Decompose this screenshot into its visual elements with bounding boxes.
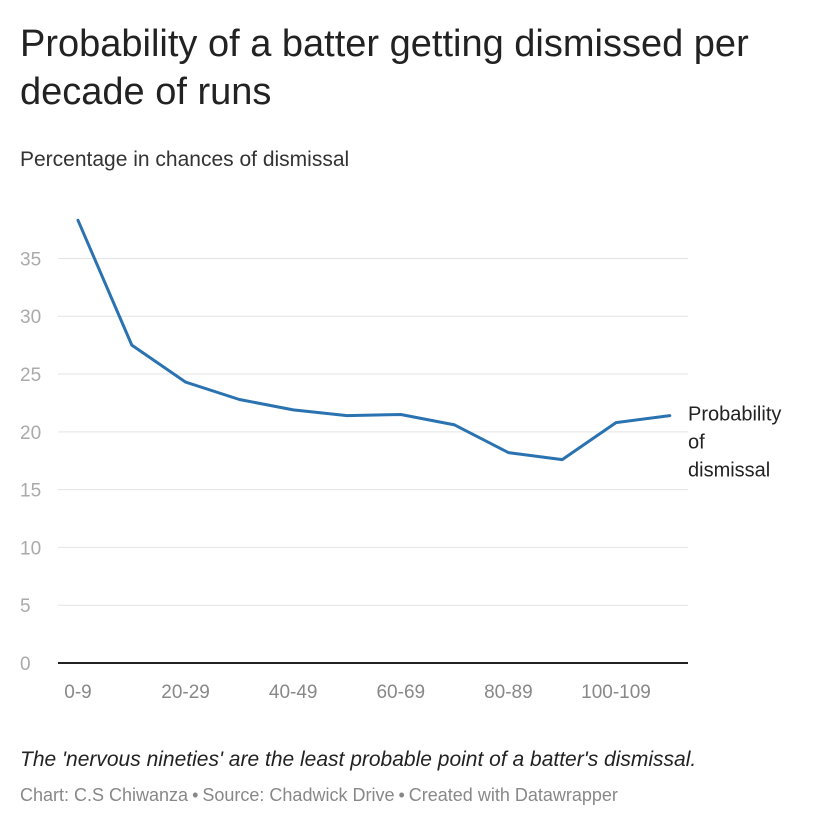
created-with-link[interactable]: Created with Datawrapper <box>408 785 618 805</box>
y-tick-label: 15 <box>20 481 41 502</box>
y-tick-label: 10 <box>20 538 41 559</box>
chart-subtitle: Percentage in chances of dismissal <box>20 148 350 171</box>
y-axis-ticks: 0 5 10 15 20 25 30 35 <box>20 249 41 675</box>
y-tick-label: 20 <box>20 423 41 444</box>
y-tick-label: 25 <box>20 365 41 386</box>
chart-notes: The 'nervous nineties' are the least pro… <box>20 748 697 771</box>
x-tick-label: 0-9 <box>64 682 91 703</box>
line-chart: 0 5 10 15 20 25 30 35 0-9 20-29 40-49 60-69 80-89 10… <box>20 218 781 703</box>
x-tick-label: 20-29 <box>161 682 210 703</box>
byline-separator: • <box>192 785 199 805</box>
x-tick-label: 100-109 <box>581 682 651 703</box>
series-label: Probability of dismissal <box>688 404 781 482</box>
y-gridlines <box>58 257 688 606</box>
source-credit: Source: Chadwick Drive <box>202 785 395 805</box>
x-axis-ticks: 0-9 20-29 40-49 60-69 80-89 100-109 <box>64 682 651 703</box>
y-tick-label: 0 <box>20 654 31 675</box>
chart-credit: Chart: C.S Chiwanza <box>20 785 189 805</box>
x-tick-label: 40-49 <box>269 682 318 703</box>
y-tick-label: 30 <box>20 307 41 328</box>
chart-byline: Chart: C.S Chiwanza • Source: Chadwick Dri… <box>20 785 618 806</box>
x-tick-label: 60-69 <box>376 682 425 703</box>
chart-title: Probability of a batter getting dismisse… <box>20 23 749 113</box>
y-tick-label: 5 <box>20 596 31 617</box>
x-tick-label: 80-89 <box>484 682 533 703</box>
series-line <box>76 218 672 462</box>
series-labels: Probability of dismissal <box>688 404 781 482</box>
series-lines <box>76 218 672 462</box>
byline-separator: • <box>398 785 405 805</box>
y-tick-label: 35 <box>20 249 41 270</box>
